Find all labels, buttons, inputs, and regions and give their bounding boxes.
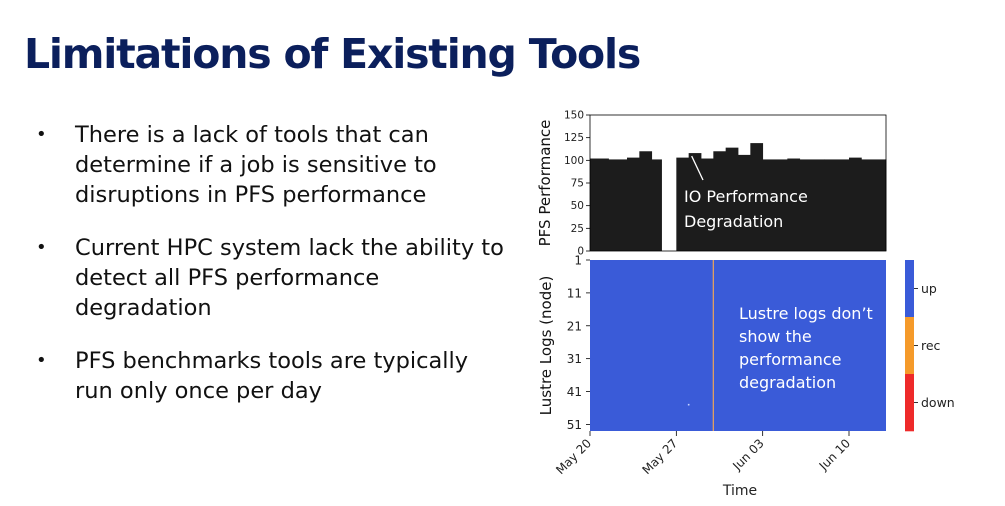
performance-bar [799,159,825,251]
performance-bar [849,157,862,251]
node-tick-label: 21 [567,319,582,333]
performance-bar [688,153,702,251]
colorbar-label: rec [921,338,941,353]
y-tick-label: 0 [577,246,584,258]
x-tick-label: Jun 10 [816,436,853,473]
y-axis-label-nodes: Lustre Logs (node) [537,276,555,416]
bullet-text: There is a lack of tools that can determ… [75,122,437,208]
performance-bar [590,158,609,251]
heatmap-annotation-text: Lustre logs don’t [739,304,873,323]
heatmap-annotation-text: performance [739,350,841,369]
node-tick-label: 51 [567,418,582,432]
performance-bar [738,154,751,251]
performance-bar [861,159,887,251]
node-tick-label: 1 [574,254,582,268]
slide-title: Limitations of Existing Tools [24,30,641,78]
x-tick-label: May 20 [553,436,594,477]
y-axis-label-performance: PFS Performance [536,120,554,247]
bullet-text: PFS benchmarks tools are typically run o… [75,348,469,404]
heatmap-annotation-text: show the [739,327,812,346]
performance-bar [762,159,788,251]
y-tick-label: 75 [571,178,584,190]
annotation-arrow [691,155,704,181]
performance-bar [787,158,801,251]
performance-bar [713,151,727,251]
bullet-list: • There is a lack of tools that can dete… [34,120,504,429]
bullet-dot: • [36,124,47,145]
x-axis-label-time: Time [722,483,757,499]
node-tick-label: 31 [567,352,582,366]
x-tick-label: May 27 [640,436,681,477]
performance-bar [651,159,662,251]
annotation-text: Degradation [684,212,783,231]
figure: 0 25 50 75 100 125 150 PFS Performance IO Perfor… [520,105,1000,505]
y-tick-label: 100 [564,155,584,167]
colorbar-segment [905,374,914,432]
bullet-dot: • [36,237,47,258]
performance-bar [701,158,714,251]
y-tick-label: 25 [571,223,584,235]
performance-bar [608,159,628,251]
bullet-item: • PFS benchmarks tools are typically run… [34,346,504,406]
y-tick-label: 150 [564,110,584,122]
heatmap-annotation-text: degradation [739,373,836,392]
colorbar-segment [905,260,914,318]
bullet-item: • There is a lack of tools that can dete… [34,120,504,210]
y-tick-label: 50 [571,200,584,212]
node-tick-label: 41 [567,385,582,399]
bullet-item: • Current HPC system lack the ability to… [34,233,504,323]
x-tick-label: Jun 03 [729,436,766,473]
colorbar-label: up [921,281,937,296]
heatmap-cells [590,260,886,431]
node-event-cell [687,403,690,406]
node-tick-label: 11 [567,286,582,300]
performance-bar [627,157,640,251]
bullet-text: Current HPC system lack the ability to d… [75,235,504,321]
bullet-dot: • [36,350,47,371]
annotation-text: IO Performance [684,187,808,206]
performance-figure: 0 25 50 75 100 125 150 PFS Performance IO Perfor… [536,110,955,500]
performance-bar [824,159,850,251]
performance-bar [676,157,690,251]
performance-bar [639,151,653,251]
colorbar-segment [905,317,914,375]
y-tick-label: 125 [564,132,584,144]
performance-bar [725,147,739,251]
colorbar-label: down [921,395,955,410]
performance-bar [750,143,764,251]
